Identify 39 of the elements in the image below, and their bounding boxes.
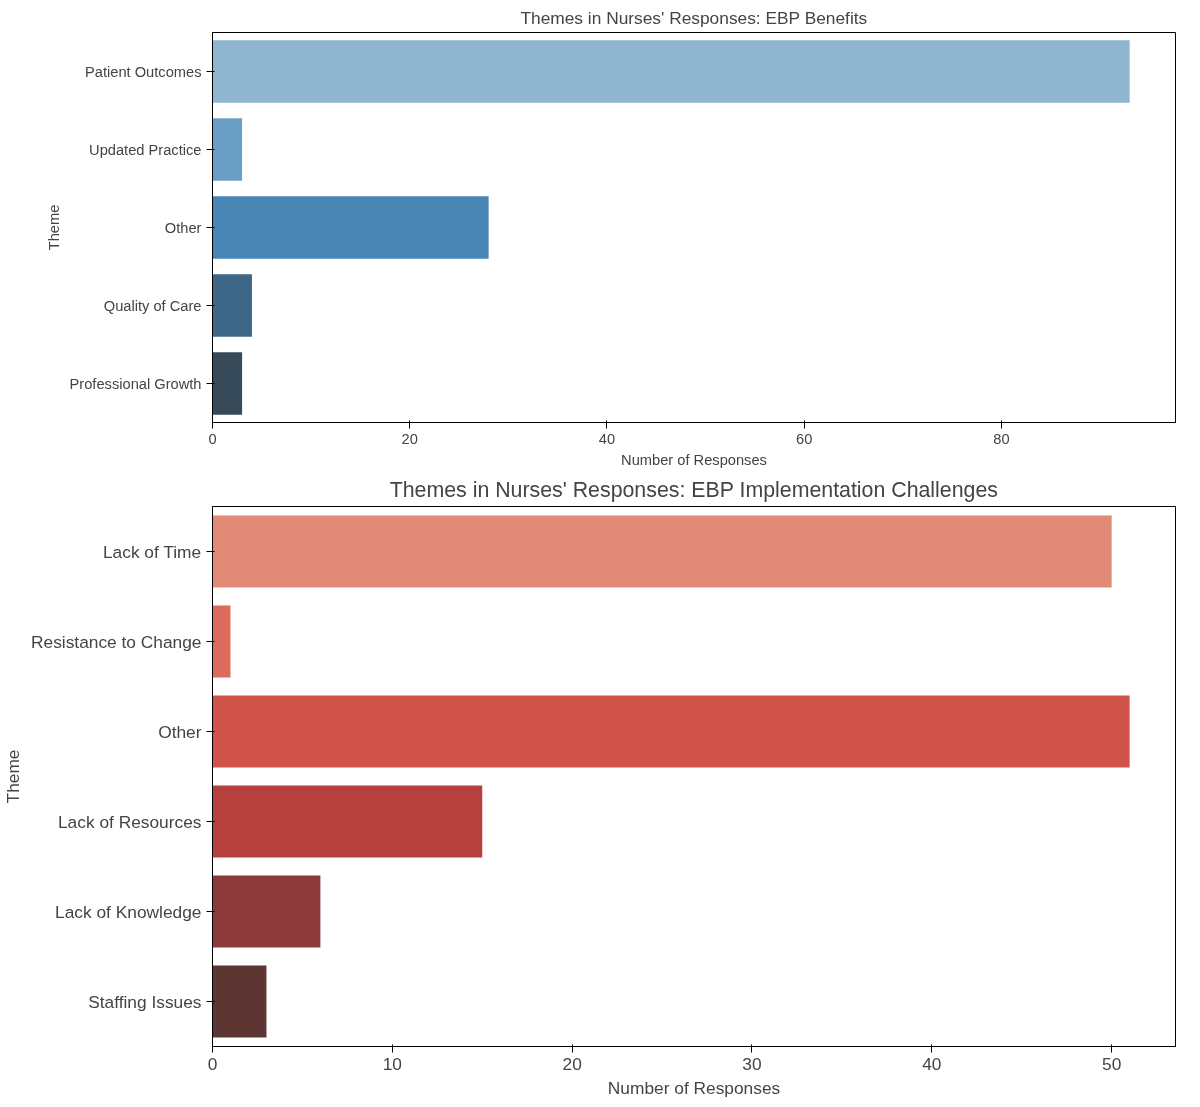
y-tick-label: Other (164, 219, 202, 236)
x-tick-label: 30 (742, 1053, 762, 1074)
y-tick-label: Lack of Time (102, 541, 202, 562)
bar (212, 695, 1130, 768)
bar (212, 118, 243, 181)
x-tick-label: 20 (562, 1053, 582, 1074)
y-tick-label: Professional Growth (69, 375, 202, 392)
bar (212, 196, 489, 259)
bar (212, 785, 483, 858)
bar (212, 875, 321, 948)
y-tick-label: Lack of Resources (57, 811, 202, 832)
bar (212, 40, 1130, 103)
bar (212, 965, 267, 1038)
bar (212, 515, 1112, 588)
chart-title: Themes in Nurses' Responses: EBP Implementation Challenges (389, 477, 998, 502)
x-tick-label: 40 (922, 1053, 942, 1074)
y-tick-label: Resistance to Change (31, 631, 202, 652)
x-tick-label: 60 (796, 430, 813, 447)
x-axis-title: Number of Responses (621, 451, 767, 468)
y-tick-label: Updated Practice (89, 141, 202, 158)
y-tick-label: Quality of Care (103, 297, 202, 314)
chart-title: Themes in Nurses' Responses: EBP Benefits (520, 7, 868, 28)
y-tick-label: Other (158, 721, 202, 742)
y-tick-label: Patient Outcomes (85, 63, 202, 80)
bar (212, 274, 252, 337)
y-axis-title: Theme (3, 749, 23, 804)
x-tick-label: 40 (598, 430, 616, 447)
bar (212, 605, 231, 678)
bar (212, 352, 243, 415)
x-axis-title: Number of Responses (607, 1077, 781, 1098)
y-axis-title: Theme (45, 204, 62, 251)
x-tick-label: 50 (1102, 1053, 1122, 1074)
x-tick-label: 0 (208, 430, 217, 447)
y-tick-label: Staffing Issues (88, 991, 202, 1012)
x-tick-label: 20 (401, 430, 418, 447)
y-tick-label: Lack of Knowledge (55, 901, 202, 922)
x-tick-label: 10 (382, 1053, 402, 1074)
x-tick-label: 0 (207, 1053, 218, 1074)
x-tick-label: 80 (993, 430, 1010, 447)
